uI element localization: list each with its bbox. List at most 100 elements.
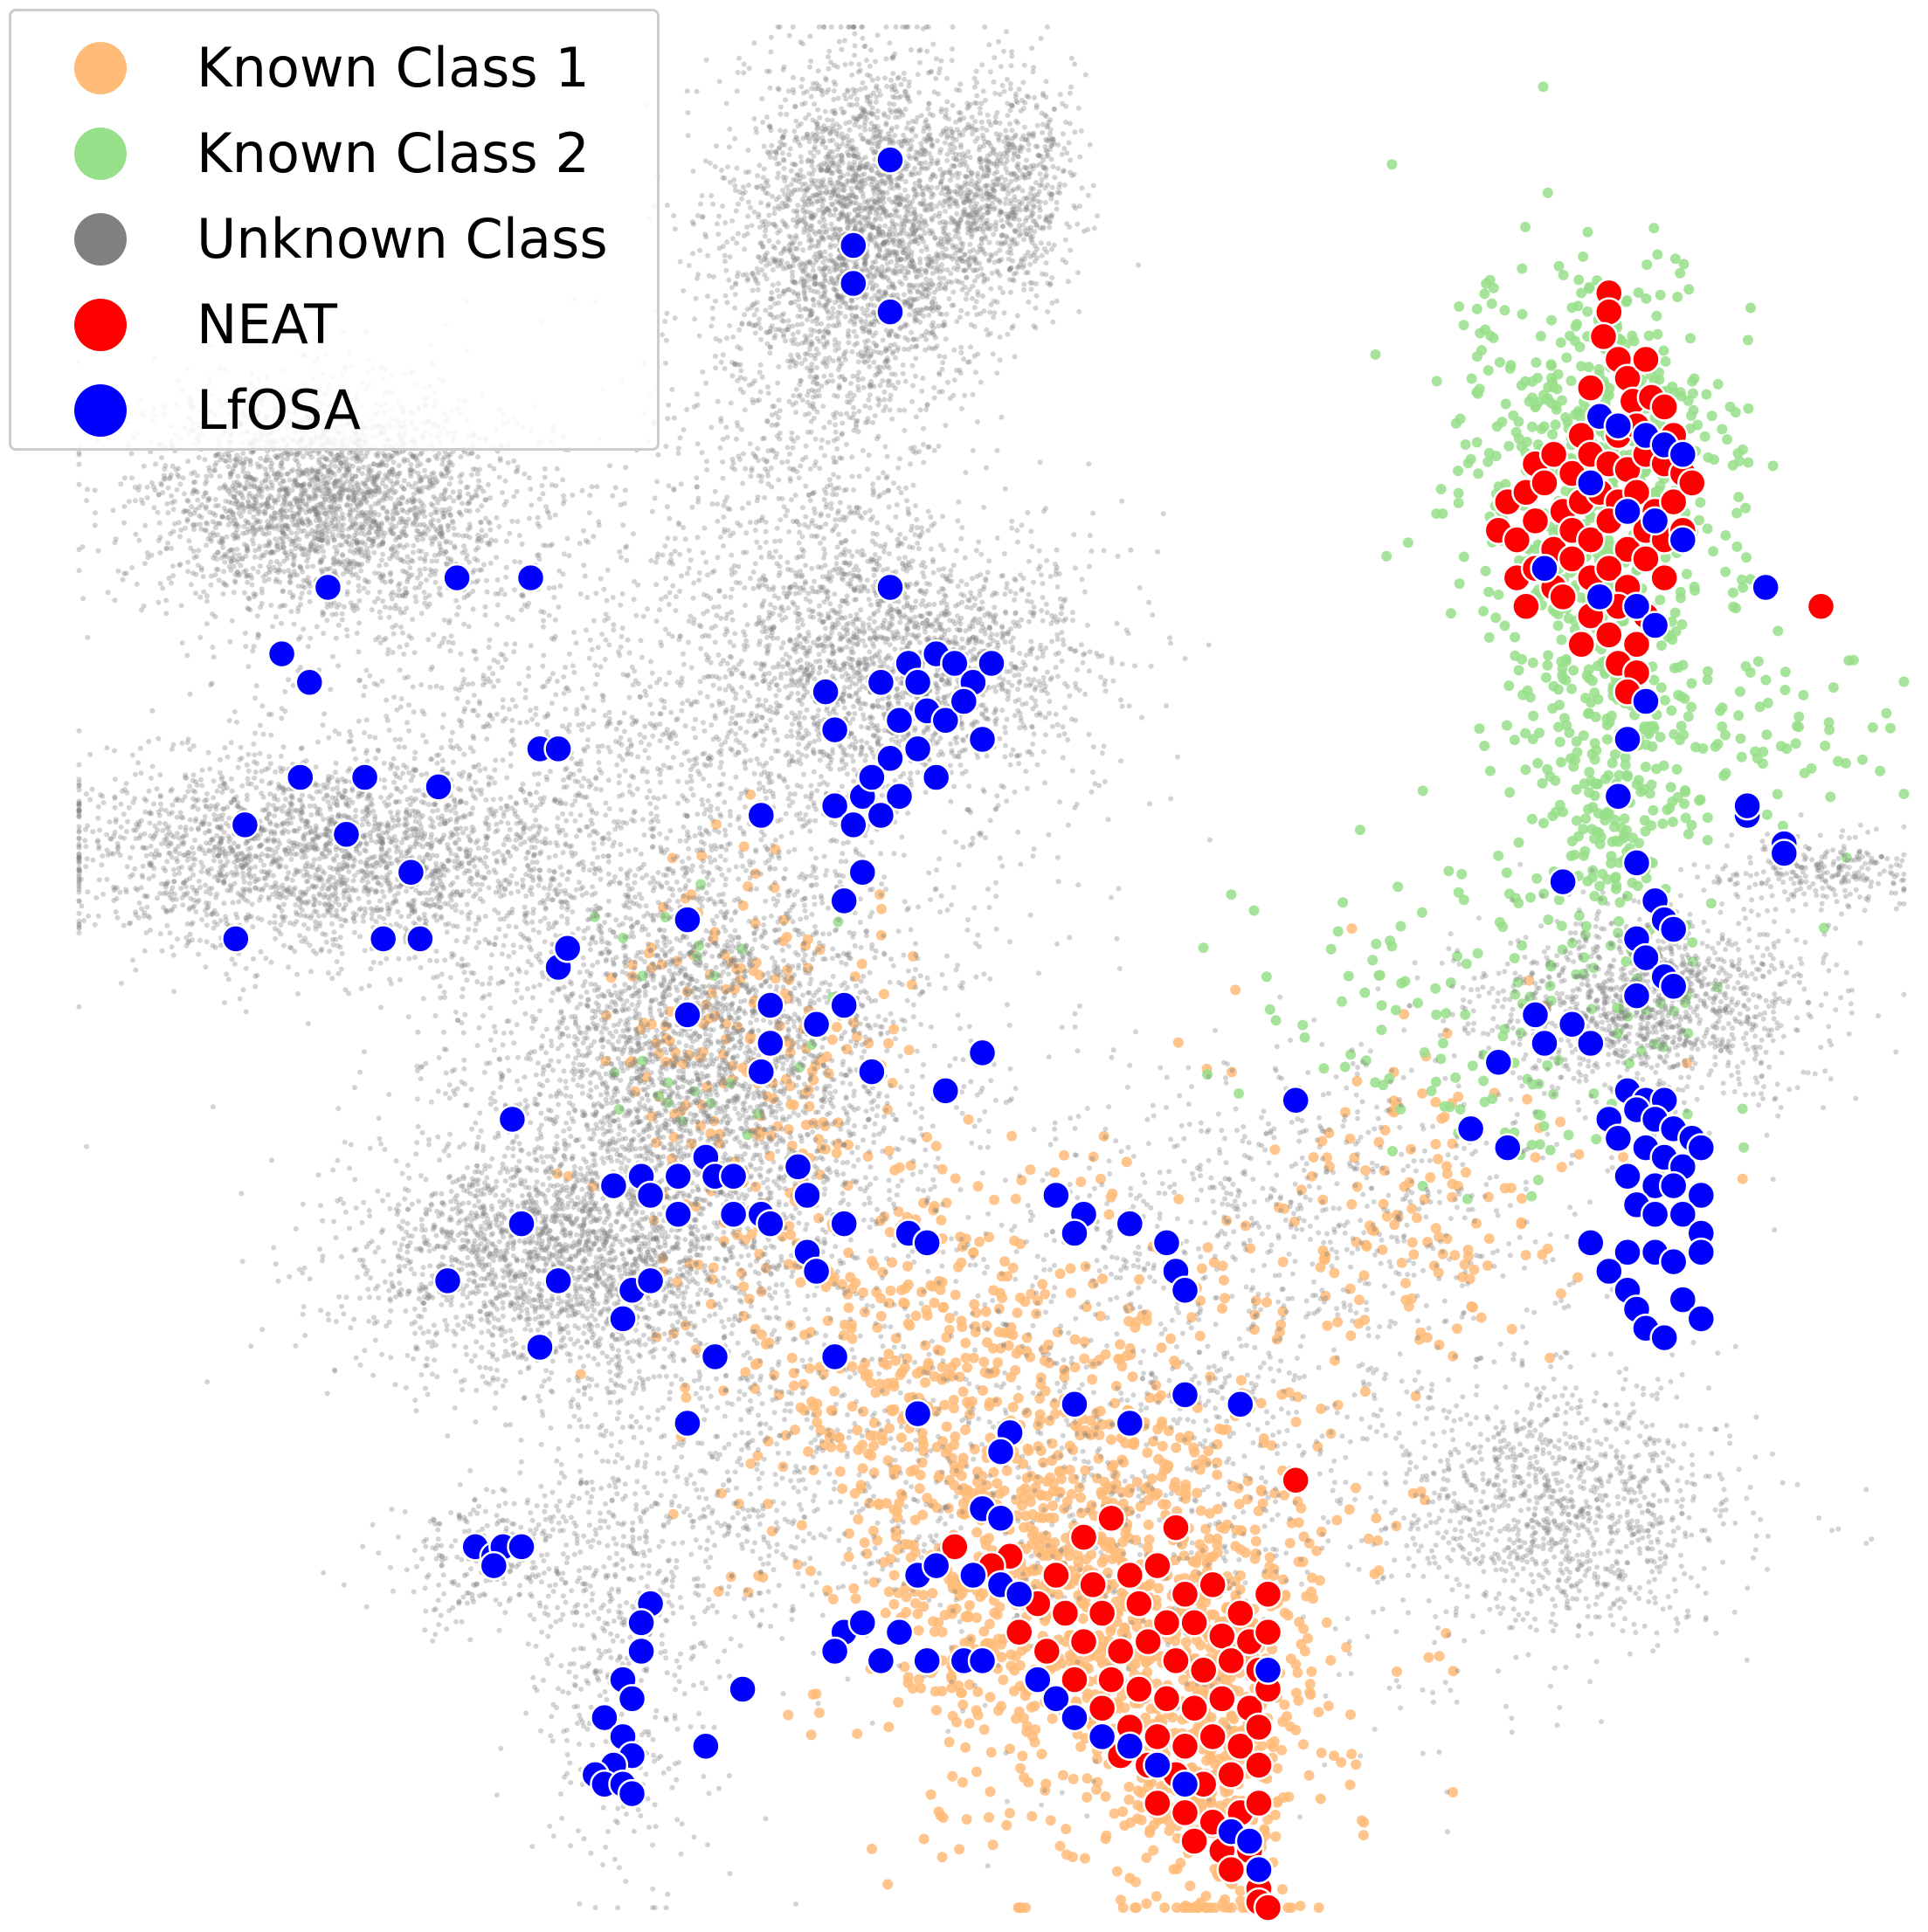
known-class-1-point [883, 1722, 895, 1733]
known-class-2-point [1543, 650, 1554, 661]
known-class-1-point [1133, 1785, 1144, 1797]
known-class-1-point [889, 1164, 901, 1176]
unknown-class-point [791, 74, 796, 80]
unknown-class-point [820, 259, 826, 266]
known-class-1-point [1272, 1763, 1283, 1774]
known-class-2-point [1499, 305, 1510, 316]
known-class-1-point [985, 1747, 997, 1758]
known-class-1-point [1400, 1294, 1412, 1306]
unknown-class-point [883, 121, 889, 128]
known-class-2-point [1453, 466, 1464, 477]
unknown-class-point [860, 35, 866, 41]
known-class-1-point [883, 1586, 895, 1597]
known-class-2-point [1370, 348, 1381, 360]
known-class-1-point [1351, 1759, 1362, 1770]
known-class-2-point [1594, 838, 1606, 850]
unknown-class-point [902, 187, 908, 193]
known-class-2-point [1497, 1031, 1509, 1042]
unknown-class-point [777, 111, 784, 117]
known-class-1-point [1178, 1550, 1190, 1562]
known-class-2-point [1646, 820, 1657, 831]
known-class-1-point [1220, 1293, 1231, 1304]
known-class-2-point [1687, 937, 1698, 948]
known-class-1-point [1102, 1567, 1113, 1578]
known-class-2-point [1620, 759, 1631, 770]
unknown-class-point [880, 337, 886, 343]
known-class-2-point [1583, 804, 1593, 815]
known-class-1-point [1345, 1330, 1357, 1342]
unknown-class-point [826, 180, 833, 186]
known-class-1-point [1141, 1853, 1152, 1863]
unknown-class-point [856, 124, 862, 130]
known-class-1-point [1088, 1358, 1099, 1370]
known-class-1-point [1036, 1749, 1047, 1760]
known-class-2-point [1456, 868, 1468, 880]
unknown-class-point [807, 223, 813, 229]
known-class-2-point [1840, 757, 1851, 769]
known-class-1-point [1143, 1519, 1154, 1530]
known-class-1-point [1433, 1154, 1444, 1164]
known-class-1-point [960, 1337, 971, 1349]
known-class-2-point [1639, 721, 1650, 732]
known-class-2-point [1669, 728, 1680, 740]
unknown-class-point [702, 158, 708, 164]
known-class-1-point [1196, 1263, 1207, 1274]
unknown-class-point [732, 135, 738, 141]
unknown-class-point [890, 71, 896, 77]
unknown-class-point [896, 407, 902, 413]
known-class-1-point [1448, 1666, 1459, 1677]
known-class-1-point [899, 1661, 910, 1673]
known-class-1-point [1408, 1249, 1420, 1260]
unknown-class-point [734, 88, 740, 94]
unknown-class-point [672, 226, 678, 232]
known-class-1-point [852, 1425, 863, 1436]
known-class-2-point [1520, 764, 1531, 776]
known-class-2-point [1526, 1190, 1538, 1202]
known-class-2-point [1548, 680, 1559, 692]
known-class-1-point [909, 1515, 921, 1526]
unknown-class-point [793, 386, 799, 392]
unknown-class-point [828, 24, 834, 30]
known-class-1-point [1269, 1810, 1281, 1820]
known-class-2-point [1720, 566, 1731, 577]
unknown-class-point [838, 24, 844, 30]
unknown-class-point [1068, 157, 1074, 163]
known-class-1-point [1015, 1239, 1026, 1250]
known-class-1-point [1255, 1397, 1267, 1409]
unknown-class-point [870, 259, 876, 266]
unknown-class-point [777, 161, 782, 167]
known-class-2-point [1604, 383, 1615, 394]
known-class-1-point [1144, 1534, 1155, 1545]
known-class-1-point [907, 1683, 918, 1694]
known-class-2-point [1504, 787, 1516, 798]
unknown-class-point [957, 81, 964, 87]
known-class-1-point [843, 1551, 854, 1563]
known-class-1-point [918, 1601, 929, 1612]
known-class-1-point [1351, 1482, 1361, 1494]
unknown-class-point [877, 139, 882, 145]
known-class-1-point [916, 1457, 928, 1468]
known-class-1-point [1085, 1415, 1096, 1426]
known-class-1-point [1068, 1445, 1079, 1455]
unknown-class-point [757, 325, 764, 331]
known-class-1-point [1618, 1151, 1628, 1163]
known-class-1-point [1434, 1651, 1445, 1662]
known-class-1-point [920, 1377, 931, 1388]
known-class-1-point [1152, 1424, 1164, 1435]
known-class-1-point [1111, 1381, 1122, 1391]
unknown-class-point [887, 407, 893, 413]
known-class-1-point [1286, 1902, 1296, 1914]
unknown-class-point [798, 463, 804, 469]
unknown-class-point [788, 168, 794, 174]
known-class-2-point [1761, 729, 1773, 741]
known-class-2-point [1772, 789, 1783, 800]
known-class-2-point [1367, 955, 1379, 966]
known-class-1-point [936, 1362, 948, 1373]
known-class-2-point [1582, 875, 1593, 887]
known-class-2-point [1471, 437, 1482, 448]
unknown-class-point [694, 88, 700, 94]
known-class-1-point [1332, 1316, 1344, 1328]
known-class-2-point [1376, 1000, 1387, 1011]
known-class-1-point [925, 1789, 936, 1800]
known-class-2-point [1740, 502, 1752, 514]
